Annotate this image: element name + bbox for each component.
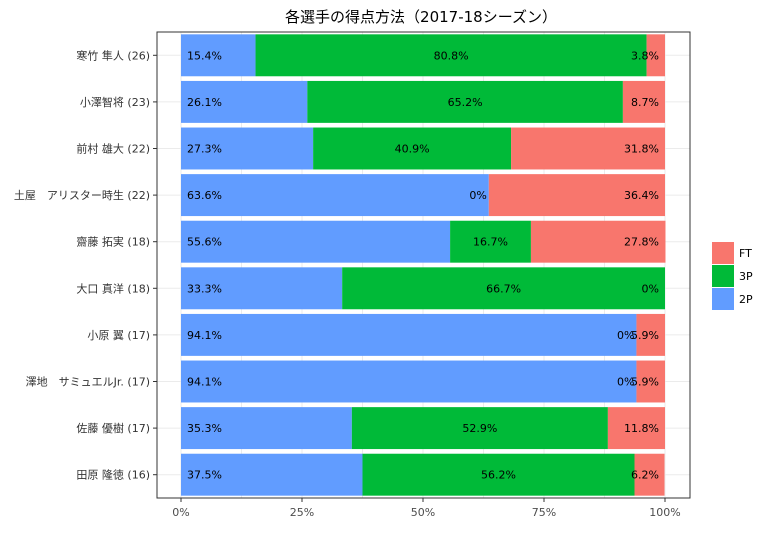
- y-tick-label: 土屋 アリスター時生 (22): [14, 188, 150, 202]
- data-label-3p: 65.2%: [448, 96, 483, 109]
- bar-segment-3p: [313, 127, 512, 170]
- data-label-3p: 16.7%: [473, 236, 508, 249]
- y-tick-label: 佐藤 優樹 (17): [76, 421, 150, 435]
- bar-segment-ft: [530, 220, 666, 263]
- bar-segment-ft: [488, 174, 665, 217]
- data-label-3p: 66.7%: [486, 282, 521, 295]
- bar-segment-2p: [181, 267, 343, 310]
- data-label-ft: 3.8%: [631, 49, 659, 62]
- data-label-ft: 0%: [642, 282, 659, 295]
- y-tick-label: 澤地 サミュエルJr. (17): [26, 376, 150, 389]
- data-label-2p: 63.6%: [187, 189, 222, 202]
- bar-segment-2p: [181, 174, 489, 217]
- bar-segment-2p: [181, 313, 637, 356]
- data-label-3p: 52.9%: [462, 422, 497, 435]
- legend-key-3p: [712, 265, 734, 287]
- bar-segment-ft: [511, 127, 665, 170]
- bar-segment-ft: [646, 34, 665, 77]
- data-label-2p: 35.3%: [187, 422, 222, 435]
- y-tick-label: 小澤智将 (23): [80, 95, 150, 109]
- legend-label-ft: FT: [739, 247, 752, 260]
- data-label-ft: 8.7%: [631, 96, 659, 109]
- legend-label-2p: 2P: [739, 293, 753, 306]
- bar-segment-2p: [181, 360, 637, 403]
- data-label-ft: 11.8%: [624, 422, 659, 435]
- bar-segment-ft: [634, 453, 665, 496]
- bar-segment-3p: [351, 407, 608, 450]
- data-label-3p: 56.2%: [481, 469, 516, 482]
- data-label-3p: 40.9%: [395, 143, 430, 156]
- bar-segment-2p: [181, 453, 363, 496]
- x-tick-label: 50%: [411, 506, 435, 519]
- data-label-3p: 0%: [617, 329, 634, 342]
- x-tick-label: 0%: [172, 506, 189, 519]
- y-tick-label: 齋藤 拓実 (18): [76, 235, 150, 249]
- x-tick-label: 75%: [532, 506, 556, 519]
- data-label-ft: 36.4%: [624, 189, 659, 202]
- legend-key-2p: [712, 288, 734, 310]
- x-tick-label: 100%: [649, 506, 680, 519]
- plot-area: 15.4% 80.8% 3.8% 寒竹 隼人 (26) 26.1% 65.2% 8.7% 小澤…: [14, 31, 691, 519]
- bar-segment-2p: [181, 80, 308, 123]
- data-label-ft: 5.9%: [631, 376, 659, 389]
- bar-segment-ft: [607, 407, 665, 450]
- data-label-2p: 33.3%: [187, 282, 222, 295]
- data-label-3p: 80.8%: [434, 49, 469, 62]
- y-tick-label: 寒竹 隼人 (26): [76, 48, 150, 62]
- bar-segment-ft: [636, 360, 665, 403]
- y-tick-label: 前村 雄大 (22): [76, 142, 150, 156]
- bar-segment-3p: [362, 453, 635, 496]
- bar-segment-2p: [181, 407, 352, 450]
- data-label-3p: 0%: [469, 189, 486, 202]
- y-tick-label: 小原 翼 (17): [87, 329, 150, 342]
- bar-segment-ft: [622, 80, 665, 123]
- bar-segment-2p: [181, 34, 256, 77]
- data-label-3p: 0%: [617, 376, 634, 389]
- data-label-2p: 94.1%: [187, 376, 222, 389]
- y-tick-label: 田原 隆徳 (16): [76, 468, 150, 482]
- data-label-2p: 37.5%: [187, 469, 222, 482]
- data-label-2p: 15.4%: [187, 49, 222, 62]
- y-tick-label: 大口 真洋 (18): [76, 281, 150, 295]
- x-tick-label: 25%: [290, 506, 314, 519]
- bar-segment-3p: [255, 34, 647, 77]
- data-label-ft: 31.8%: [624, 143, 659, 156]
- legend-key-ft: [712, 242, 734, 264]
- bar-segment-3p: [307, 80, 623, 123]
- data-label-2p: 94.1%: [187, 329, 222, 342]
- legend: FT 3P 2P: [712, 242, 753, 310]
- chart-title: 各選手の得点方法（2017-18シーズン）: [285, 8, 557, 26]
- bar-segment-2p: [181, 127, 314, 170]
- data-label-2p: 27.3%: [187, 143, 222, 156]
- bar-segment-ft: [636, 313, 665, 356]
- bar-segment-3p: [342, 267, 665, 310]
- data-label-ft: 6.2%: [631, 469, 659, 482]
- legend-label-3p: 3P: [739, 270, 753, 283]
- data-label-ft: 5.9%: [631, 329, 659, 342]
- bar-segment-3p: [450, 220, 531, 263]
- data-label-2p: 26.1%: [187, 96, 222, 109]
- data-label-ft: 27.8%: [624, 236, 659, 249]
- data-label-2p: 55.6%: [187, 236, 222, 249]
- plot-border: [156, 31, 691, 499]
- bar-segment-2p: [181, 220, 451, 263]
